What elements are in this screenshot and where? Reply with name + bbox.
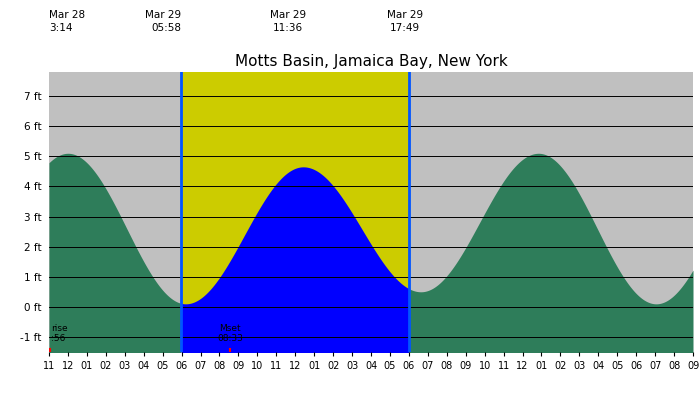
Text: Mar 29
11:36: Mar 29 11:36	[270, 10, 306, 33]
Bar	[409, 72, 693, 352]
Text: Mar 28
3:14: Mar 28 3:14	[49, 10, 85, 33]
Text: rise
:56: rise :56	[51, 324, 67, 343]
Title: Motts Basin, Jamaica Bay, New York: Motts Basin, Jamaica Bay, New York	[234, 54, 507, 70]
Bar	[181, 72, 409, 352]
Text: Mar 29
05:58: Mar 29 05:58	[145, 10, 181, 33]
Text: Mar 29
17:49: Mar 29 17:49	[387, 10, 424, 33]
Text: Mset
08:33: Mset 08:33	[217, 324, 243, 343]
Bar	[49, 72, 181, 352]
